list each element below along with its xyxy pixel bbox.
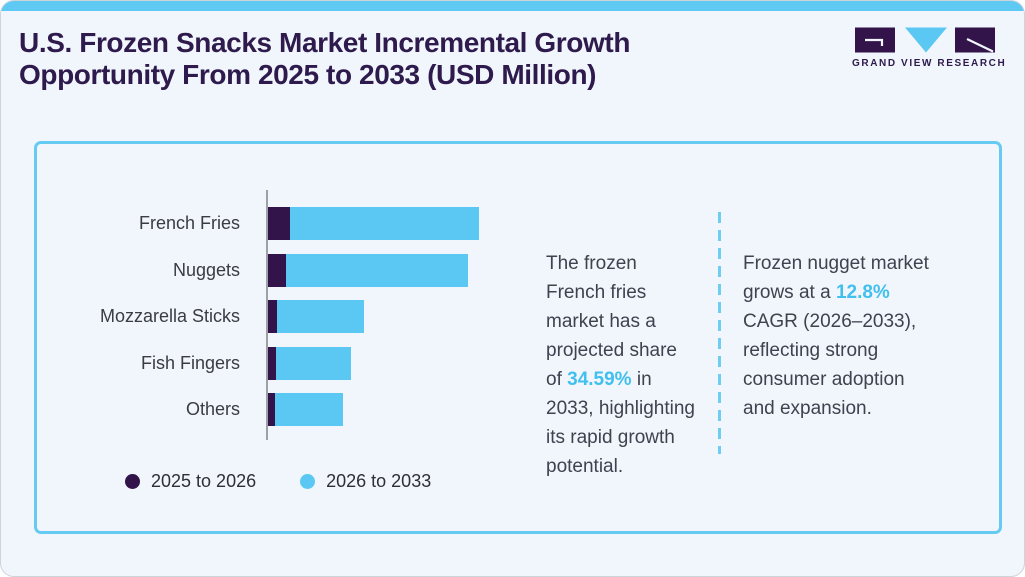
page-title-line-2: Opportunity From 2025 to 2033 (USD Milli… xyxy=(19,59,597,90)
insight-french-fries: The frozen French fries market has a pro… xyxy=(546,249,698,481)
bar-track xyxy=(268,300,364,333)
bar-segment-2026-to-2033 xyxy=(289,207,479,240)
insight-text: Frozen nugget market grows at a xyxy=(743,253,929,303)
bar-segment-2025-to-2026 xyxy=(268,393,275,426)
gvr-logo-icon xyxy=(855,27,995,53)
bar-track xyxy=(268,207,479,240)
category-label: French Fries xyxy=(138,213,240,233)
legend-label: 2026 to 2033 xyxy=(326,471,432,491)
bar-segment-2026-to-2033 xyxy=(274,393,343,426)
bar-segment-2025-to-2026 xyxy=(268,346,277,380)
bar-segment-2026-to-2033 xyxy=(276,346,351,380)
bar-track xyxy=(268,393,343,426)
insight-nuggets: Frozen nugget market grows at a 12.8% CA… xyxy=(743,249,930,423)
category-label: Others xyxy=(185,399,240,419)
top-accent-bar xyxy=(1,1,1024,11)
legend: 2025 to 2026 2026 to 2033 xyxy=(125,471,431,492)
category-label: Nuggets xyxy=(172,259,240,280)
bar-row: Others xyxy=(37,393,479,426)
page-title-line-1: U.S. Frozen Snacks Market Incremental Gr… xyxy=(19,27,631,58)
insight-text: in 2033, highlighting its rapid growth p… xyxy=(546,369,695,477)
dashed-divider xyxy=(718,212,721,454)
chart-card: French Fries Nuggets Mozzarella Sticks Fish… xyxy=(34,141,1002,534)
bar-segment-2026-to-2033 xyxy=(285,253,469,287)
bar-track xyxy=(268,253,469,287)
legend-dot-icon xyxy=(125,474,140,489)
bar-segment-2025-to-2026 xyxy=(268,253,286,287)
brand-name: GRAND VIEW RESEARCH xyxy=(852,58,1007,69)
brand-logo: GRAND VIEW RESEARCH xyxy=(852,26,1007,69)
bar-track xyxy=(268,346,351,380)
accent-stat: 34.59% xyxy=(567,369,632,390)
bar-row: Nuggets xyxy=(37,253,479,287)
chart-y-axis xyxy=(266,190,268,440)
bar-row: French Fries xyxy=(37,207,479,240)
bar-segment-2026-to-2033 xyxy=(277,300,364,333)
bar-row: Mozzarella Sticks xyxy=(37,300,479,333)
category-label: Fish Fingers xyxy=(140,352,240,373)
bar-segment-2025-to-2026 xyxy=(268,300,278,333)
legend-label: 2025 to 2026 xyxy=(151,471,257,491)
bar-rows: French Fries Nuggets Mozzarella Sticks Fish… xyxy=(37,207,479,426)
legend-item: 2026 to 2033 xyxy=(300,471,431,492)
category-label: Mozzarella Sticks xyxy=(99,306,240,326)
insight-text: The frozen French fries market has a pro… xyxy=(546,253,677,390)
bar-row: Fish Fingers xyxy=(37,346,479,380)
page-title: U.S. Frozen Snacks Market Incremental Gr… xyxy=(19,27,630,91)
insight-text: CAGR (2026–2033), reflecting strong cons… xyxy=(743,311,917,419)
legend-dot-icon xyxy=(300,474,316,489)
accent-stat: 12.8% xyxy=(835,282,890,303)
bar-segment-2025-to-2026 xyxy=(268,207,290,240)
legend-item: 2025 to 2026 xyxy=(125,471,256,492)
